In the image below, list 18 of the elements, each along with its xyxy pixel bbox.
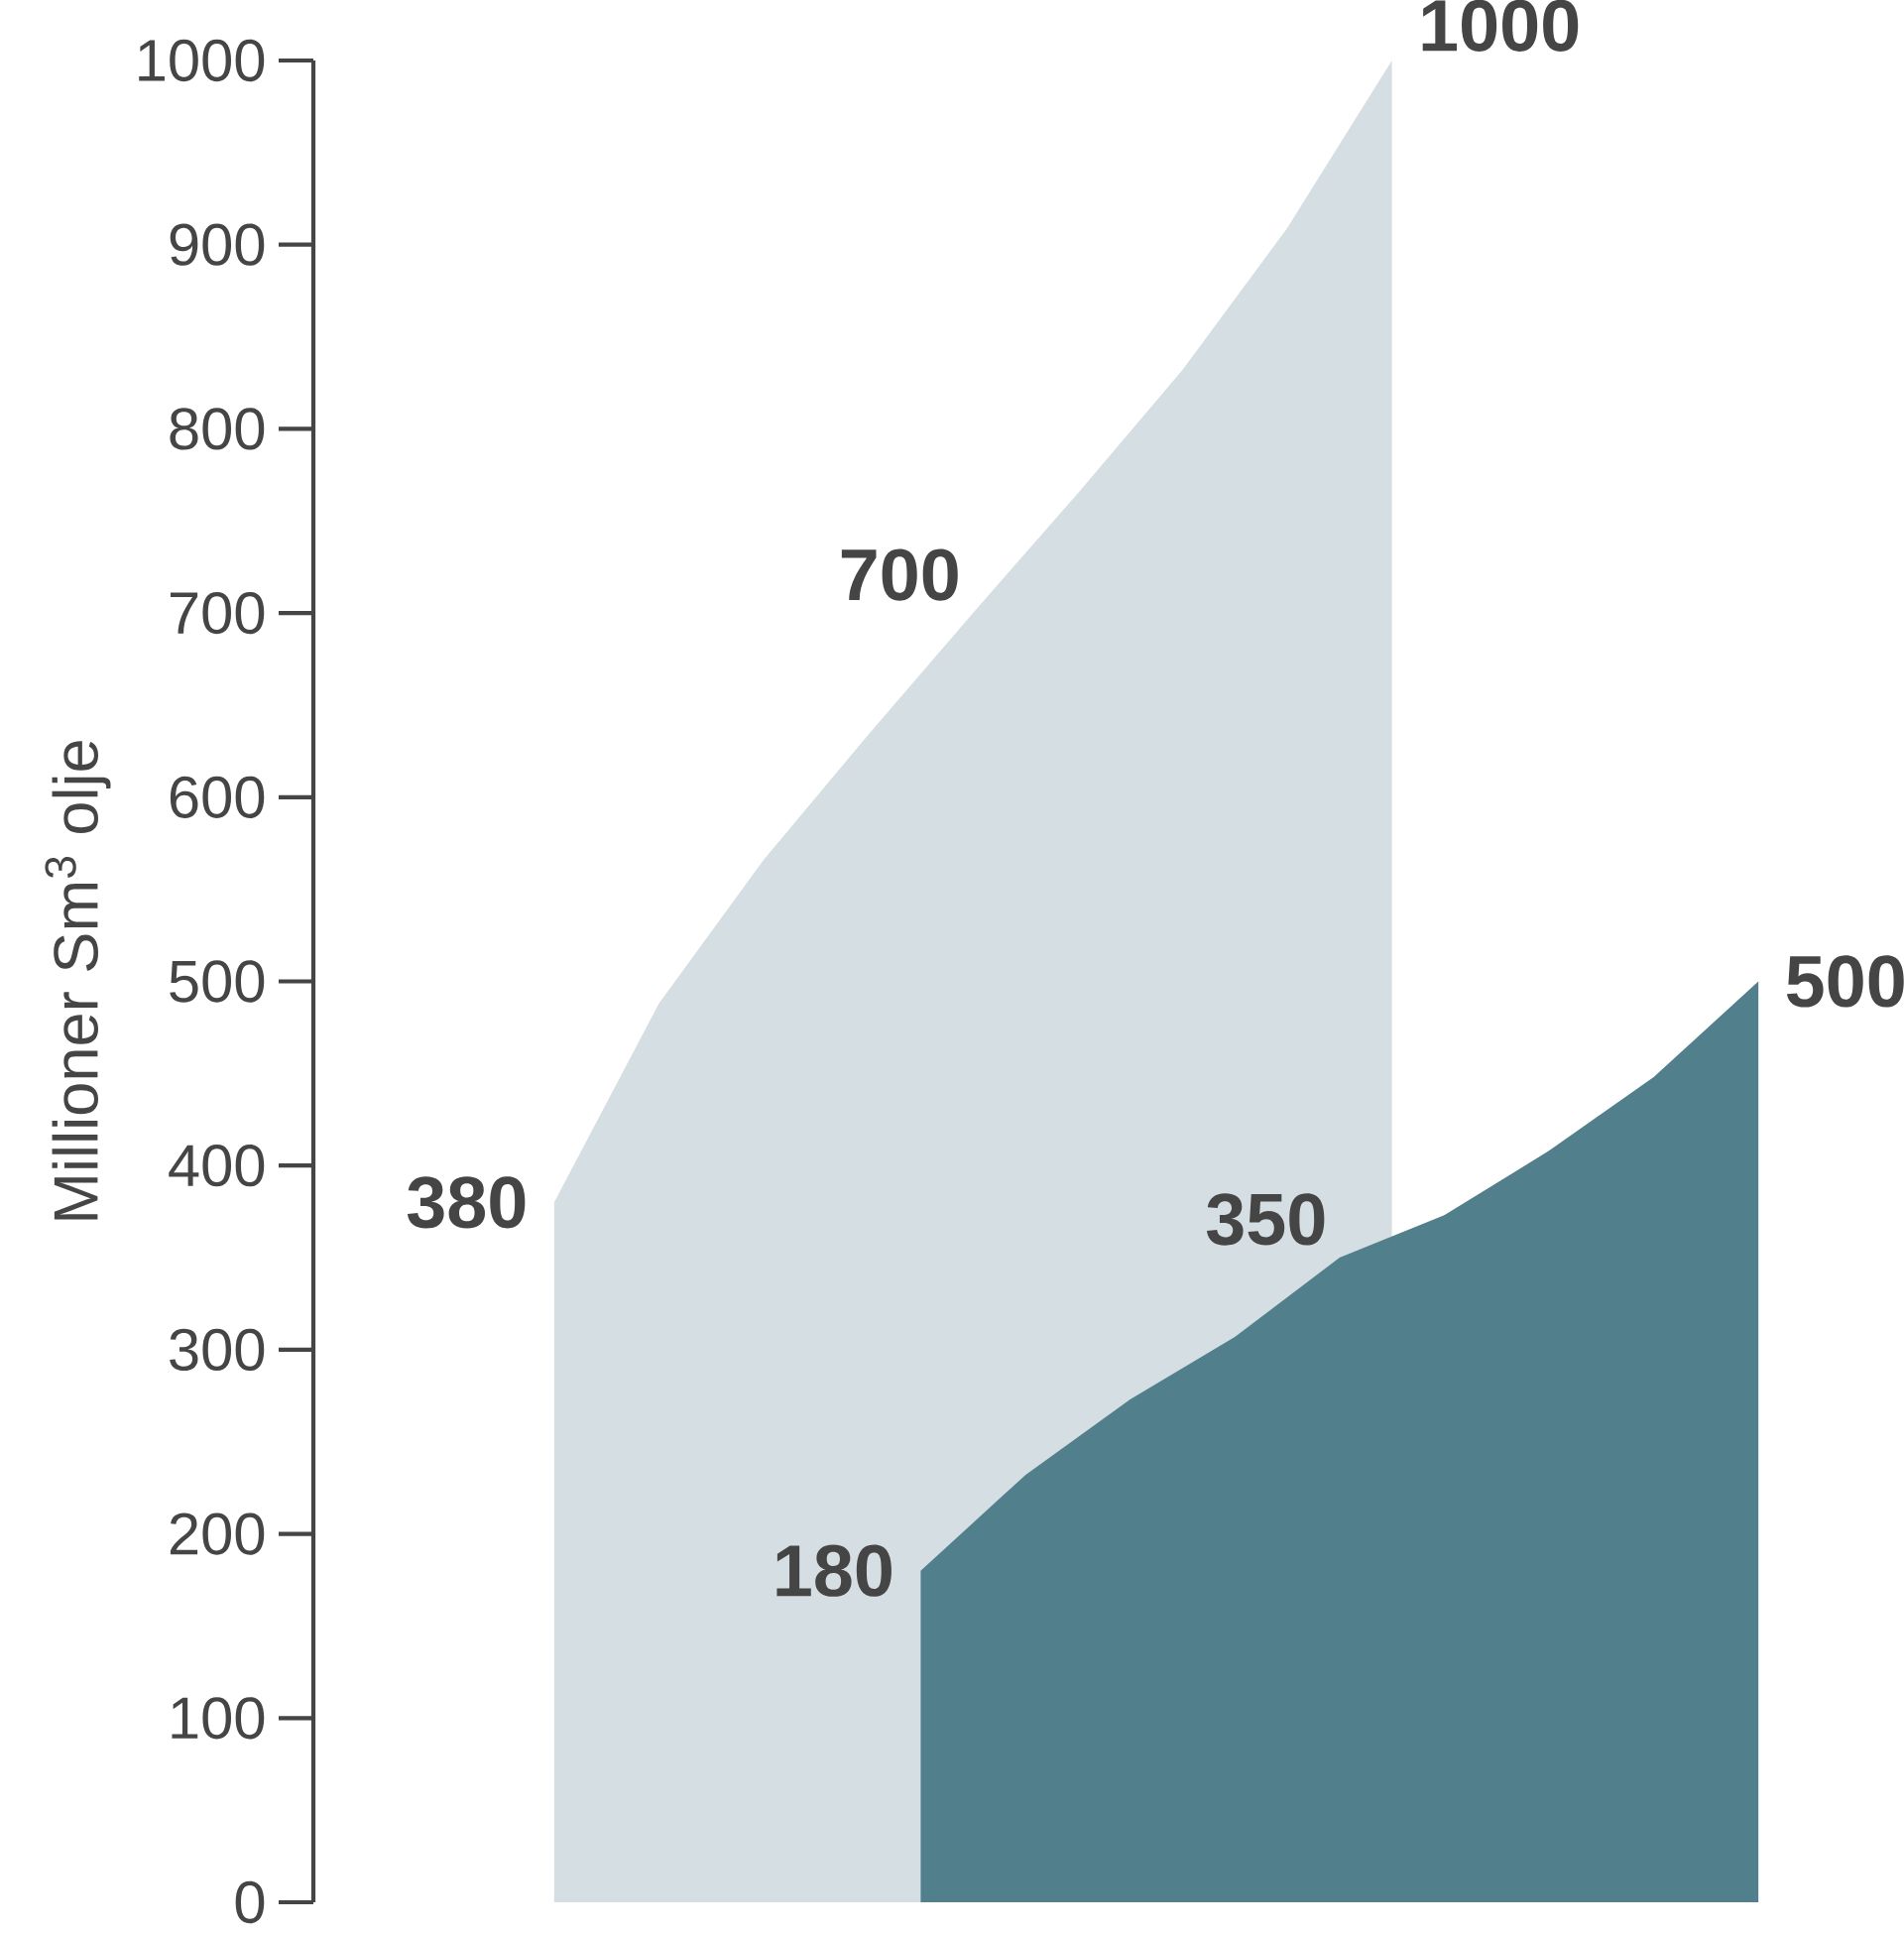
y-tick-label: 800: [170, 408, 265, 450]
y-tick-label: 700: [170, 591, 265, 635]
y-tick-label: 0: [235, 1880, 265, 1924]
data-label: 1000: [1422, 0, 1579, 52]
y-tick-label: 600: [170, 776, 265, 818]
y-tick-label: 500: [170, 960, 265, 1003]
data-label: 350: [1206, 1193, 1325, 1246]
data-label: 380: [407, 1176, 526, 1229]
y-axis-title: Millioner Sm$^{3}$ olje: [45, 741, 111, 1220]
y-tick-label: 400: [169, 1145, 265, 1187]
data-label: 500: [1786, 955, 1904, 1008]
y-tick-label: 300: [170, 1328, 265, 1372]
data-label: 700: [841, 548, 958, 601]
y-tick-label: 900: [170, 223, 265, 266]
y-tick-label: 100: [172, 1697, 265, 1740]
y-tick-label: 200: [170, 1512, 265, 1555]
y-tick-label: 1000: [139, 39, 265, 82]
data-label: 180: [776, 1544, 892, 1597]
